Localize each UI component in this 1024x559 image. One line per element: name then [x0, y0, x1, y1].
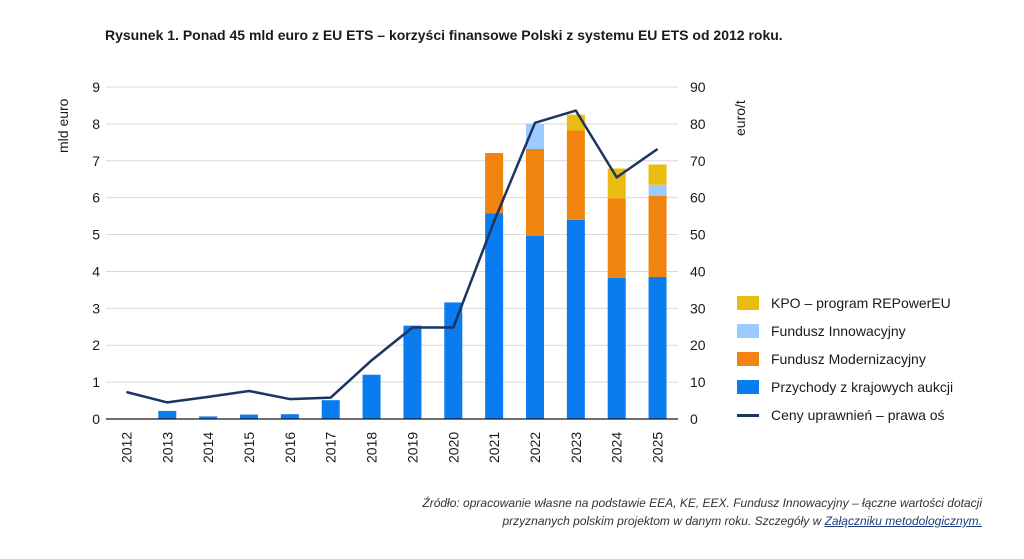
x-tick-label: 2014	[200, 432, 216, 463]
y-tick-label: 0	[92, 411, 100, 427]
y-right-tick-label: 10	[690, 374, 706, 390]
bar-2023-s0	[566, 219, 585, 419]
bar-2015-s0	[240, 414, 258, 419]
y-right-tick-label: 70	[690, 153, 706, 169]
x-tick-label: 2020	[445, 432, 461, 463]
bar-2024-s0	[607, 277, 626, 419]
y-axis-label: mld euro	[55, 98, 71, 153]
legend-label-ceny: Ceny uprawnień – prawa oś	[771, 407, 945, 423]
line-series	[126, 109, 659, 404]
y-tick-label: 5	[92, 227, 100, 243]
y-tick-label: 3	[92, 300, 100, 316]
y-tick-label: 7	[92, 153, 100, 169]
x-tick-label: 2021	[486, 432, 502, 463]
bar-series	[158, 114, 667, 419]
bar-2025-s1	[648, 195, 667, 277]
y-right-tick-label: 60	[690, 190, 706, 206]
x-tick-label: 2022	[527, 432, 543, 463]
bar-2025-s2	[648, 184, 667, 196]
y-tick-label: 9	[92, 79, 100, 95]
legend-item-ceny: Ceny uprawnień – prawa oś	[737, 404, 953, 426]
bar-2023-s1	[566, 130, 585, 220]
bar-2016-s0	[280, 414, 299, 419]
bar-2024-s1	[607, 198, 626, 278]
legend-swatch-kpo	[737, 296, 759, 310]
bar-2019-s0	[403, 325, 422, 419]
x-tick-label: 2015	[241, 432, 257, 463]
source-note: Źródło: opracowanie własne na podstawie …	[422, 494, 982, 530]
bar-2017-s0	[321, 400, 340, 419]
legend-item-kpo: KPO – program REPowerEU	[737, 292, 953, 314]
x-tick-label: 2025	[650, 432, 666, 463]
legend-label-aukcje: Przychody z krajowych aukcji	[771, 379, 954, 395]
bar-2021-s1	[485, 153, 504, 214]
source-line-2-text: przyznanych polskim projektom w danym ro…	[502, 514, 825, 528]
x-tick-label: 2018	[364, 432, 380, 463]
y-tick-label: 8	[92, 116, 100, 132]
y-right-tick-label: 0	[690, 411, 698, 427]
bar-2024-s3	[607, 168, 626, 199]
x-tick-label: 2017	[323, 432, 339, 463]
x-tick-label: 2019	[404, 432, 420, 463]
legend-swatch-modernizacyjny	[737, 352, 759, 366]
x-tick-label: 2023	[568, 432, 584, 463]
legend: KPO – program REPowerEU Fundusz Innowacy…	[737, 292, 953, 432]
x-tick-label: 2024	[609, 432, 625, 463]
bar-2018-s0	[362, 374, 381, 419]
grid-lines	[106, 86, 678, 383]
y-right-tick-label: 90	[690, 79, 706, 95]
y-right-tick-label: 40	[690, 263, 706, 279]
legend-item-modernizacyjny: Fundusz Modernizacyjny	[737, 348, 953, 370]
y-right-axis-label: euro/t	[732, 100, 748, 136]
methodology-link[interactable]: Załączniku metodologicznym.	[824, 514, 982, 528]
bar-2022-s2	[526, 123, 544, 149]
legend-label-modernizacyjny: Fundusz Modernizacyjny	[771, 351, 926, 367]
y-tick-label: 6	[92, 190, 100, 206]
y-right-tick-label: 50	[690, 227, 706, 243]
legend-swatch-innowacyjny	[737, 324, 759, 338]
x-tick-label: 2013	[159, 432, 175, 463]
bar-2021-s0	[485, 213, 504, 419]
chart-title: Rysunek 1. Ponad 45 mld euro z EU ETS – …	[105, 27, 783, 43]
bar-2014-s0	[199, 416, 218, 419]
price-line	[126, 109, 659, 404]
y-right-tick-label: 80	[690, 116, 706, 132]
bar-2025-s3	[648, 164, 667, 185]
x-tick-label: 2012	[118, 432, 134, 463]
bar-2022-s1	[526, 148, 544, 236]
bar-2025-s0	[648, 276, 667, 419]
y-right-tick-label: 30	[690, 300, 706, 316]
y-tick-label: 2	[92, 337, 100, 353]
legend-swatch-aukcje	[737, 380, 759, 394]
legend-label-innowacyjny: Fundusz Innowacyjny	[771, 323, 906, 339]
bar-2020-s0	[444, 302, 463, 419]
legend-swatch-ceny	[737, 413, 759, 417]
y-right-tick-label: 20	[690, 337, 706, 353]
source-line-2: przyznanych polskim projektom w danym ro…	[422, 512, 982, 530]
legend-item-aukcje: Przychody z krajowych aukcji	[737, 376, 953, 398]
y-tick-label: 4	[92, 263, 100, 279]
legend-item-innowacyjny: Fundusz Innowacyjny	[737, 320, 953, 342]
source-line-1: Źródło: opracowanie własne na podstawie …	[422, 496, 982, 510]
y-tick-label: 1	[92, 374, 100, 390]
bar-2013-s0	[158, 410, 177, 419]
legend-label-kpo: KPO – program REPowerEU	[771, 295, 951, 311]
bar-2022-s0	[526, 235, 544, 419]
x-tick-label: 2016	[282, 432, 298, 463]
